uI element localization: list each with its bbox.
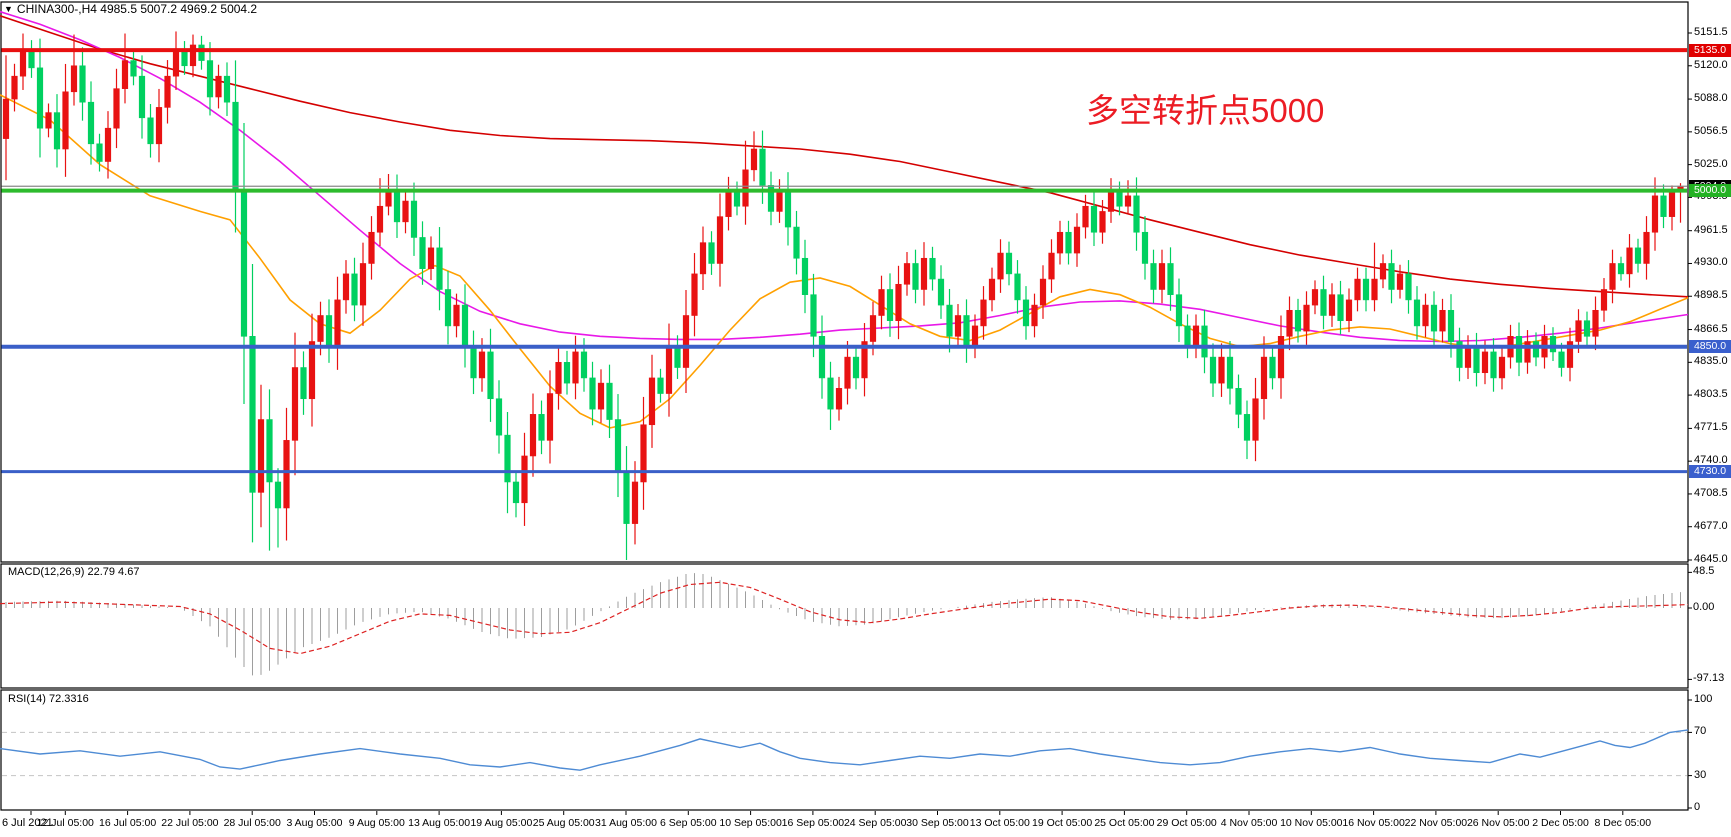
ma-mid-magenta (0, 10, 1689, 343)
price-tick-label: 4866.5 (1694, 322, 1728, 335)
price-tick-label: 4961.5 (1694, 223, 1728, 236)
rsi-tick-label: 100 (1694, 693, 1713, 705)
rsi-panel (0, 729, 1689, 777)
symbol-ohlc-text: CHINA300-,H4 4985.5 5007.2 4969.2 5004.2 (16, 2, 258, 16)
price-tick-label: 4645.0 (1694, 553, 1728, 565)
price-level-badge: 5135.0 (1689, 43, 1731, 57)
rsi-tick-label: 30 (1694, 768, 1707, 781)
macd-tick-label: 48.5 (1693, 565, 1715, 578)
time-axis-label: 26 Nov 05:00 (1466, 817, 1530, 829)
price-tick-label: 4803.5 (1694, 388, 1728, 401)
time-axis-label: 25 Aug 05:00 (532, 817, 595, 829)
rsi-tick-label: 0 (1694, 801, 1701, 813)
price-tick-label: 5151.5 (1694, 26, 1728, 38)
time-axis-label: 13 Oct 05:00 (969, 817, 1030, 829)
macd-signal-line (0, 581, 1689, 655)
time-axis-label: 19 Oct 05:00 (1032, 817, 1093, 829)
time-axis-label: 4 Nov 05:00 (1220, 817, 1278, 829)
macd-panel (0, 573, 1689, 676)
time-axis-label: 31 Aug 05:00 (595, 817, 657, 829)
symbol-title: ▼ CHINA300-,H4 4985.5 5007.2 4969.2 5004… (4, 2, 257, 16)
price-tick-label: 5056.5 (1694, 124, 1728, 137)
price-level-badge: 5000.0 (1689, 184, 1731, 198)
price-tick-label: 4771.5 (1694, 421, 1728, 434)
price-tick-label: 5025.0 (1694, 157, 1728, 170)
time-axis-label: 9 Aug 05:00 (348, 817, 405, 829)
time-axis-label: 13 Aug 05:00 (408, 817, 471, 829)
price-tick-label: 4930.0 (1694, 256, 1728, 269)
rsi-tick-label: 70 (1694, 725, 1707, 738)
price-level-badge: 4850.0 (1689, 340, 1731, 354)
rsi-line (0, 729, 1689, 771)
time-axis-label: 10 Sep 05:00 (719, 817, 782, 829)
price-tick-label: 4740.0 (1694, 454, 1728, 467)
panel-borders (0, 1, 1689, 811)
time-axis-label: 30 Sep 05:00 (906, 817, 969, 829)
price-tick-label: 5088.0 (1694, 92, 1728, 105)
time-axis-label: 28 Jul 05:00 (223, 817, 281, 829)
price-tick-label: 5120.0 (1694, 58, 1728, 71)
time-axis-label: 16 Jul 05:00 (98, 817, 157, 829)
time-axis-label: 12 Jul 05:00 (36, 817, 94, 829)
price-tick-label: 4898.5 (1694, 289, 1728, 302)
time-axis-label: 10 Nov 05:00 (1280, 817, 1343, 829)
macd-tick-label: 0.00 (1693, 601, 1715, 613)
time-axis-label: 16 Nov 05:00 (1342, 817, 1405, 829)
candles-layer (2, 31, 1684, 561)
axes (30, 32, 1692, 815)
time-axis-label: 16 Sep 05:00 (781, 817, 845, 829)
price-tick-label: 4677.0 (1694, 519, 1728, 532)
time-axis-label: 6 Jul 2021 (2, 817, 53, 829)
time-axis-label: 8 Dec 05:00 (1594, 817, 1652, 829)
price-tick-label: 4708.5 (1694, 486, 1728, 499)
rsi-indicator-label: RSI(14) 72.3316 (8, 693, 89, 705)
time-axis-label: 19 Aug 05:00 (470, 817, 533, 829)
macd-tick-label: -97.13 (1693, 672, 1725, 685)
time-axis-label: 2 Dec 05:00 (1532, 817, 1589, 829)
time-axis-label: 25 Oct 05:00 (1094, 817, 1155, 829)
ma-slow-red (0, 15, 1689, 298)
price-level-badge: 4730.0 (1689, 465, 1731, 479)
time-axis-label: 29 Oct 05:00 (1156, 817, 1217, 829)
macd-indicator-label: MACD(12,26,9) 22.79 4.67 (8, 566, 140, 578)
time-axis-label: 3 Aug 05:00 (286, 817, 343, 829)
symbol-dropdown-icon[interactable]: ▼ (4, 4, 13, 14)
time-axis-label: 22 Jul 05:00 (161, 817, 219, 829)
time-axis-label: 22 Nov 05:00 (1404, 817, 1468, 829)
time-axis-label: 24 Sep 05:00 (843, 817, 907, 829)
chart-annotation-text: 多空转折点5000 (1086, 92, 1325, 129)
price-tick-label: 4835.0 (1694, 355, 1728, 368)
time-axis-label: 6 Sep 05:00 (659, 817, 717, 829)
price-level-lines (1, 48, 1687, 474)
